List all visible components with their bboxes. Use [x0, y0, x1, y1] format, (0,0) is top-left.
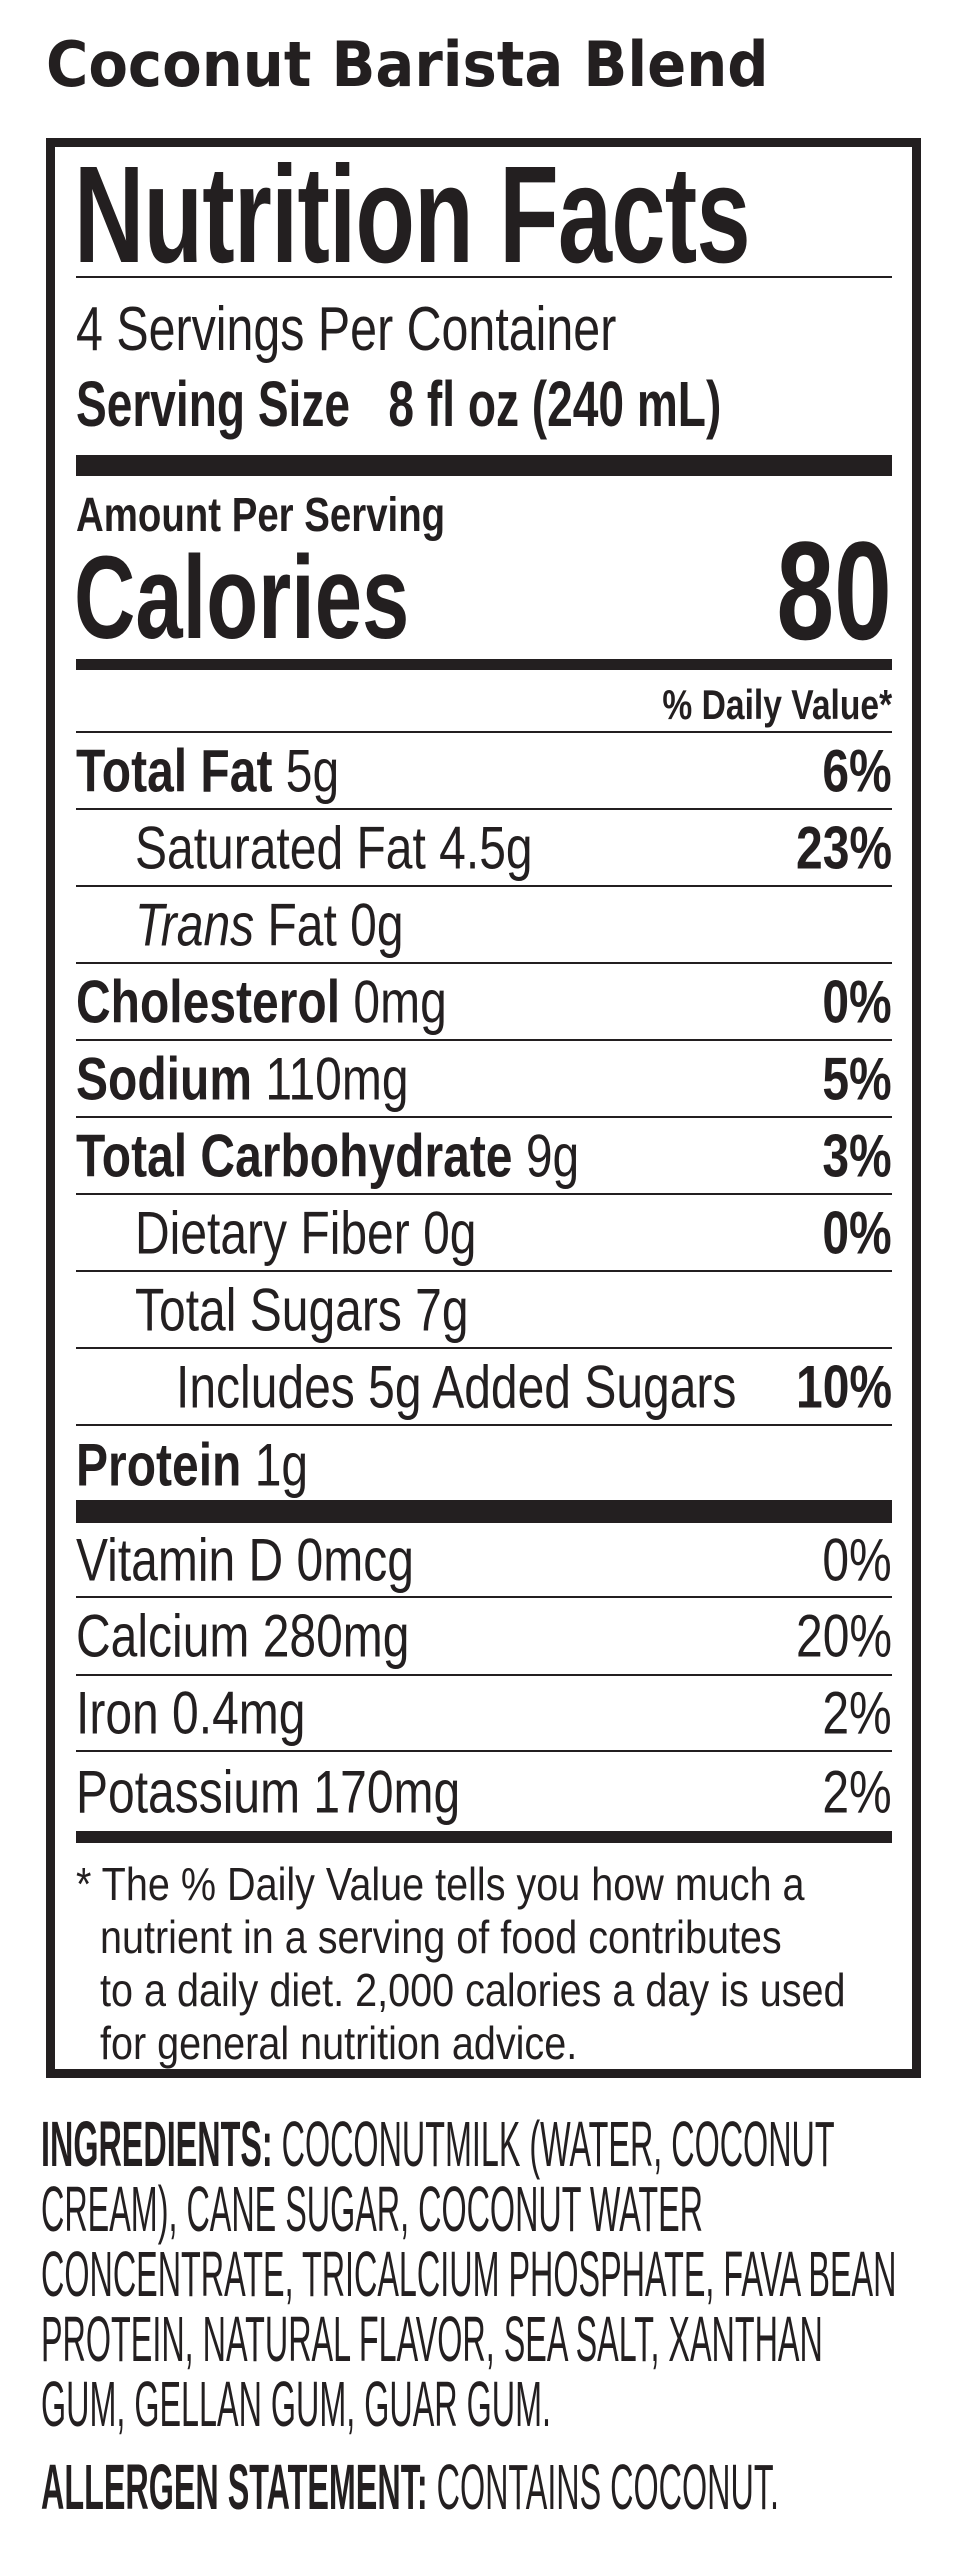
- serving-size: Serving Size 8 fl oz (240 mL): [76, 368, 721, 440]
- nutrient-amount: 1g: [254, 1431, 309, 1498]
- medium-divider: [76, 1831, 892, 1843]
- micronutrient-daily-value: 20%: [795, 1602, 892, 1670]
- nutrient-name: Protein 1g: [76, 1430, 308, 1499]
- nutrient-amount: 110mg: [265, 1045, 409, 1112]
- nutrient-label: Saturated Fat: [135, 814, 426, 881]
- micronutrient-daily-value: 0%: [822, 1526, 892, 1593]
- nutrient-label: Cholesterol: [76, 968, 341, 1035]
- nutrient-label: Total Carbohydrate: [76, 1122, 513, 1189]
- micronutrient-name: Vitamin D 0mcg: [76, 1525, 414, 1594]
- nutrient-label: Protein: [76, 1431, 242, 1498]
- footnote-line: nutrient in a serving of food contribute…: [100, 1911, 782, 1963]
- nutrient-row: Dietary Fiber 0g 0%: [76, 1195, 892, 1272]
- nutrient-row: Cholesterol 0mg 0%: [76, 964, 892, 1041]
- nutrient-row: Saturated Fat 4.5g 23%: [76, 810, 892, 887]
- nutrient-daily-value: 6%: [822, 737, 892, 804]
- micronutrient-amount: 280mg: [262, 1602, 410, 1670]
- nutrient-row: Sodium 110mg 5%: [76, 1041, 892, 1118]
- nutrient-label: Includes 5g Added Sugars: [176, 1353, 737, 1420]
- micronutrient-name: Potassium 170mg: [76, 1757, 460, 1826]
- footnote-line: to a daily diet. 2,000 calories a day is…: [100, 1964, 846, 2016]
- ingredients-line: PROTEIN, NATURAL FLAVOR, SEA SALT, XANTH…: [41, 2303, 823, 2375]
- amount-per-serving: Amount Per Serving: [76, 489, 446, 542]
- nutrient-name: Dietary Fiber 0g: [135, 1198, 476, 1267]
- nutrition-facts-panel: [46, 138, 921, 2078]
- nutrient-amount: 0mg: [353, 968, 447, 1035]
- micronutrient-row: Vitamin D 0mcg 0%: [76, 1523, 892, 1598]
- micronutrient-daily-value: 2%: [822, 1758, 892, 1825]
- nutrient-amount: 0g: [350, 891, 404, 958]
- servings-per-container: 4 Servings Per Container: [76, 295, 617, 364]
- micronutrient-daily-value: 2%: [822, 1679, 892, 1747]
- micronutrient-name: Calcium 280mg: [76, 1602, 409, 1671]
- nutrient-name: Cholesterol 0mg: [76, 967, 447, 1036]
- nutrient-label-suffix: Fat: [267, 891, 337, 958]
- nutrient-daily-value: 0%: [822, 968, 892, 1035]
- nutrient-row: Includes 5g Added Sugars 10%: [76, 1349, 892, 1426]
- nutrient-row: Total Carbohydrate 9g 3%: [76, 1118, 892, 1195]
- nutrient-row: Trans Fat 0g: [76, 887, 892, 964]
- ingredients-line: CREAM), CANE SUGAR, COCONUT WATER: [41, 2173, 703, 2245]
- footnote-line: * The % Daily Value tells you how much a: [76, 1858, 805, 1910]
- nutrient-daily-value: 23%: [795, 814, 892, 881]
- micronutrient-amount: 0mcg: [296, 1526, 414, 1593]
- nutrient-label: Dietary Fiber: [135, 1199, 410, 1266]
- nutrient-amount: 9g: [525, 1122, 580, 1189]
- nutrient-label: Trans: [135, 891, 255, 958]
- nutrient-amount: 7g: [415, 1276, 469, 1343]
- nutrition-facts-heading: Nutrition Facts: [74, 138, 751, 292]
- nutrient-name: Total Fat 5g: [76, 736, 339, 805]
- divider: [76, 276, 892, 278]
- allergen-statement: ALLERGEN STATEMENT: CONTAINS COCONUT.: [41, 2455, 779, 2520]
- nutrient-name: Total Sugars 7g: [135, 1275, 469, 1344]
- serving-size-label: Serving Size: [76, 368, 351, 440]
- thick-divider: [76, 455, 892, 476]
- daily-value-header: % Daily Value*: [662, 681, 892, 728]
- micronutrient-label: Vitamin D: [76, 1526, 284, 1593]
- nutrient-row: Total Fat 5g 6%: [76, 733, 892, 810]
- micronutrient-name: Iron 0.4mg: [76, 1679, 305, 1748]
- ingredients-text: COCONUTMILK (WATER, COCONUT: [281, 2108, 835, 2180]
- allergen-text: CONTAINS COCONUT.: [436, 2451, 779, 2523]
- ingredients-label: INGREDIENTS:: [41, 2108, 273, 2180]
- nutrient-name: Trans Fat 0g: [135, 890, 404, 959]
- ingredients-line: INGREDIENTS: COCONUTMILK (WATER, COCONUT: [41, 2112, 835, 2177]
- ingredients-line: GUM, GELLAN GUM, GUAR GUM.: [41, 2368, 551, 2440]
- nutrient-amount: 0g: [423, 1199, 477, 1266]
- nutrient-daily-value: 10%: [795, 1353, 892, 1420]
- ingredients-line: CONCENTRATE, TRICALCIUM PHOSPHATE, FAVA …: [41, 2238, 897, 2310]
- nutrient-daily-value: 3%: [822, 1122, 892, 1189]
- micronutrient-label: Iron: [76, 1679, 159, 1747]
- allergen-label: ALLERGEN STATEMENT:: [41, 2451, 428, 2523]
- footnote-line: for general nutrition advice.: [100, 2017, 578, 2069]
- calories-value: 80: [776, 512, 892, 669]
- nutrient-name: Includes 5g Added Sugars: [176, 1352, 736, 1421]
- micronutrient-label: Calcium: [76, 1602, 250, 1670]
- nutrient-daily-value: 5%: [822, 1045, 892, 1112]
- micronutrient-amount: 170mg: [313, 1758, 461, 1825]
- nutrient-label: Total Sugars: [135, 1276, 402, 1343]
- nutrient-daily-value: 0%: [822, 1199, 892, 1266]
- micronutrient-row: Potassium 170mg 2%: [76, 1752, 892, 1831]
- nutrient-name: Saturated Fat 4.5g: [135, 813, 533, 882]
- micronutrient-row: Iron 0.4mg 2%: [76, 1676, 892, 1752]
- nutrient-name: Sodium 110mg: [76, 1044, 409, 1113]
- nutrient-label: Total Fat: [76, 737, 273, 804]
- micronutrient-row: Calcium 280mg 20%: [76, 1598, 892, 1676]
- serving-size-value: 8 fl oz (240 mL): [388, 368, 722, 440]
- product-title: Coconut Barista Blend: [46, 28, 769, 101]
- nutrient-amount: 4.5g: [439, 814, 533, 881]
- calories-label: Calories: [74, 532, 410, 664]
- nutrient-amount: 5g: [285, 737, 340, 804]
- micronutrient-label: Potassium: [76, 1758, 301, 1825]
- nutrient-row: Protein 1g: [76, 1426, 892, 1503]
- nutrient-name: Total Carbohydrate 9g: [76, 1121, 579, 1190]
- micronutrient-amount: 0.4mg: [172, 1679, 306, 1747]
- nutrient-label: Sodium: [76, 1045, 252, 1112]
- thick-divider: [76, 1500, 892, 1523]
- medium-divider: [76, 659, 892, 670]
- nutrient-row: Total Sugars 7g: [76, 1272, 892, 1349]
- divider: [76, 731, 892, 733]
